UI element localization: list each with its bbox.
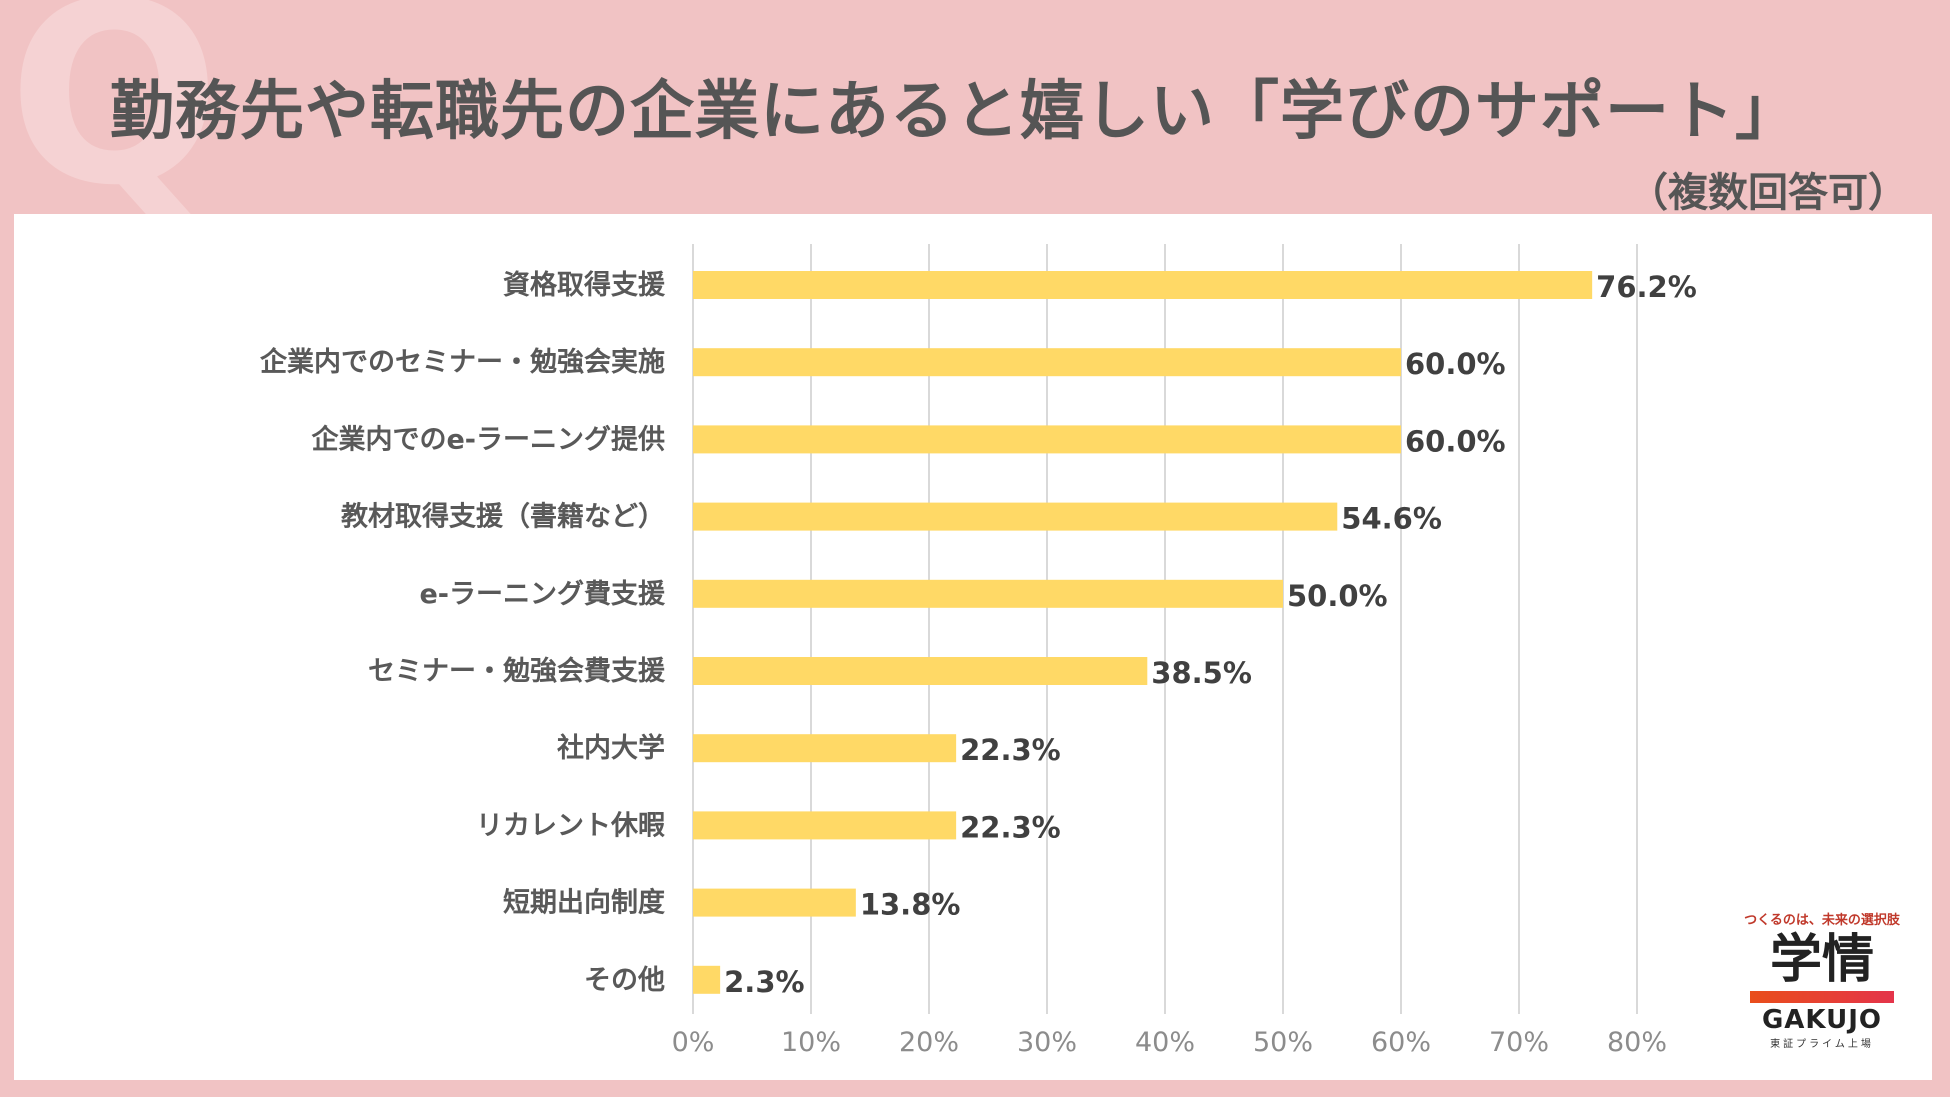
data-label: 22.3% [960,733,1061,767]
bar [693,425,1401,454]
bar [693,579,1283,608]
data-label: 76.2% [1596,270,1697,304]
bar-chart: 0% 10% 20% 30% 40% 50% 60% 70% 80% 資格取得支援 76.2% 企業内… [260,244,1697,1058]
data-label: 60.0% [1405,347,1506,381]
x-tick-label: 50% [1253,1027,1313,1058]
data-label: 60.0% [1405,424,1506,458]
bar [693,271,1593,299]
category-label: e-ラーニング費支援 [419,578,666,610]
data-label: 38.5% [1151,656,1252,690]
x-tick-label: 30% [1017,1027,1077,1058]
logo-kanji: 学情 [1769,929,1874,990]
x-tick-label: 60% [1371,1027,1431,1058]
x-tick-label: 70% [1489,1027,1549,1058]
category-label: 企業内でのセミナー・勉強会実施 [260,346,665,378]
logo-name: GAKUJO [1761,1005,1883,1035]
q-watermark: Q [8,0,221,240]
bar [693,502,1338,531]
bar [693,965,721,994]
bar [693,657,1148,685]
x-tick-label: 0% [672,1027,715,1058]
category-label: 資格取得支援 [503,270,666,301]
x-tick-label: 80% [1607,1027,1667,1058]
logo-listing: 東証プライム上場 [1770,1039,1874,1050]
logo-tagline: つくるのは、未来の選択肢 [1744,912,1900,928]
page-subtitle: （複数回答可） [1628,170,1908,216]
page-title: 勤務先や転職先の企業にあると嬉しい「学びのサポート」 [110,75,1800,149]
category-label: 教材取得支援（書籍など） [341,501,665,533]
bar [693,888,856,917]
data-label: 50.0% [1287,579,1388,613]
chart-panel: 0% 10% 20% 30% 40% 50% 60% 70% 80% 資格取得支援 76.2% 企業内… [14,214,1932,1080]
data-label: 54.6% [1341,502,1442,536]
x-tick-label: 10% [781,1027,841,1058]
data-label: 2.3% [724,965,804,999]
gakujo-logo: つくるのは、未来の選択肢 学情 GAKUJO 東証プライム上場 [1742,909,1902,1050]
bar [693,348,1401,377]
x-tick-label: 20% [899,1027,959,1058]
category-label: セミナー・勉強会費支援 [368,656,666,687]
logo-bar [1750,991,1894,1003]
bar [693,811,957,840]
category-label: 短期出向制度 [503,887,665,919]
category-label: その他 [584,965,665,996]
data-label: 22.3% [960,810,1061,844]
category-label: 社内大学 [557,732,665,764]
category-label: 企業内でのe-ラーニング提供 [311,423,665,455]
bar [693,734,957,763]
data-label: 13.8% [860,888,961,922]
x-tick-label: 40% [1135,1027,1195,1058]
category-label: リカレント休暇 [476,810,665,841]
